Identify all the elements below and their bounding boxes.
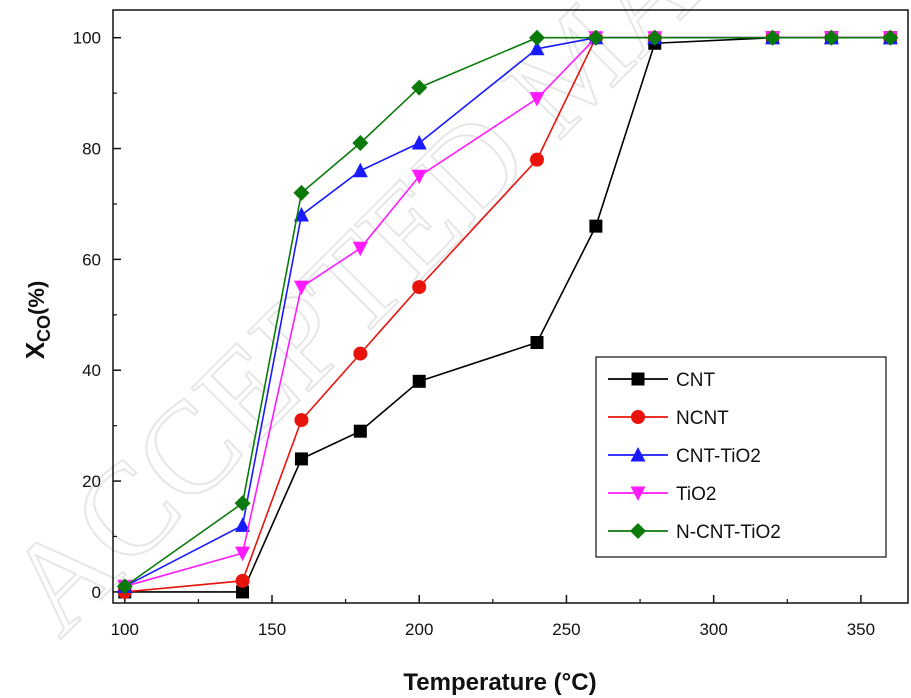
x-tick-label: 300 [699,620,727,639]
data-point [529,92,545,107]
data-point [352,135,369,152]
data-point [411,169,427,185]
data-point [235,517,251,532]
data-point [529,29,545,46]
data-point [764,29,781,46]
x-tick-label: 150 [258,620,286,639]
y-axis-title-tail: (%) [24,281,49,315]
legend-box [595,356,887,558]
legend-marker [630,447,646,462]
data-point [587,29,604,46]
data-point [882,29,899,46]
data-point [293,184,310,201]
y-axis-title-main: X [20,341,50,359]
legend-marker [630,523,646,539]
data-point [352,162,368,178]
data-point [412,280,427,295]
x-axis-title: Temperature (°C) [403,669,596,696]
data-point [823,29,840,46]
data-point [236,585,250,599]
data-point [352,241,368,257]
y-axis-title: XCO(%) [20,281,54,360]
x-tick-label: 250 [552,620,580,639]
data-point [646,29,663,46]
data-point [411,135,427,150]
data-point [530,336,544,350]
data-point [529,40,545,56]
y-tick-label: 100 [73,29,101,48]
y-tick-label: 40 [82,361,101,380]
data-point [353,346,368,361]
y-tick-label: 80 [82,140,101,159]
data-point [294,413,309,428]
data-point [235,546,251,562]
data-point [293,207,309,222]
legend: CNT NCNT CNT-TiO2 TiO2 N-CNT-TiO2 [595,356,887,558]
data-point [235,573,250,588]
data-point [293,280,309,296]
data-point [411,79,428,96]
legend-marker [630,486,646,501]
legend-label: TiO2 [676,484,716,505]
legend-label: CNT-TiO2 [676,446,761,467]
legend-marker [631,372,645,386]
series-layer [116,29,899,599]
data-point [234,495,251,512]
legend-label: NCNT [676,408,729,429]
legend-marker [631,410,645,424]
y-axis-title-sub: CO [34,315,54,342]
data-point [116,578,133,595]
series-n-cnt-tio2 [116,29,899,595]
data-point [412,374,426,388]
data-point [530,152,544,167]
legend-label: CNT [676,370,715,391]
legend-label: N-CNT-TiO2 [676,522,781,543]
y-tick-label: 0 [92,583,101,602]
watermark-text: ACCEPTED MANUSCRIPT [0,0,911,662]
plot-frame [112,9,909,604]
x-tick-label: 100 [111,620,139,639]
axes-layer: 100 150 200 250 300 350 0 20 40 60 80 100 [73,9,909,639]
data-point [294,452,308,466]
y-tick-label: 60 [82,250,101,269]
data-point [353,424,367,438]
x-tick-label: 350 [847,620,875,639]
y-tick-label: 20 [82,472,101,491]
data-point [589,219,603,233]
x-tick-label: 200 [405,620,433,639]
